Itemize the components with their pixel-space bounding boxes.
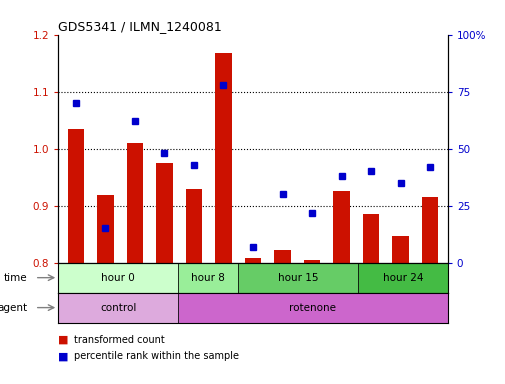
Bar xyxy=(58,263,178,293)
Bar xyxy=(97,195,113,263)
Text: ■: ■ xyxy=(58,335,69,345)
Bar xyxy=(357,263,447,293)
Text: GDS5341 / ILMN_1240081: GDS5341 / ILMN_1240081 xyxy=(58,20,222,33)
Bar xyxy=(421,197,437,263)
Bar xyxy=(178,263,237,293)
Text: ■: ■ xyxy=(58,351,69,361)
Text: transformed count: transformed count xyxy=(74,335,165,345)
Bar xyxy=(127,143,143,263)
Bar xyxy=(215,53,231,263)
Text: hour 8: hour 8 xyxy=(191,273,225,283)
Bar xyxy=(185,189,201,263)
Bar xyxy=(333,191,349,263)
Text: percentile rank within the sample: percentile rank within the sample xyxy=(74,351,239,361)
Bar xyxy=(58,293,178,323)
Text: hour 15: hour 15 xyxy=(277,273,318,283)
Text: time: time xyxy=(4,273,27,283)
Bar xyxy=(304,260,320,263)
Text: rotenone: rotenone xyxy=(289,303,336,313)
Bar xyxy=(237,263,357,293)
Bar xyxy=(156,163,172,263)
Bar xyxy=(244,258,261,263)
Bar xyxy=(362,214,378,263)
Text: agent: agent xyxy=(0,303,27,313)
Bar xyxy=(178,293,447,323)
Text: hour 24: hour 24 xyxy=(382,273,422,283)
Bar xyxy=(68,129,84,263)
Text: hour 0: hour 0 xyxy=(101,273,135,283)
Bar xyxy=(392,236,408,263)
Text: control: control xyxy=(100,303,136,313)
Bar xyxy=(274,250,290,263)
